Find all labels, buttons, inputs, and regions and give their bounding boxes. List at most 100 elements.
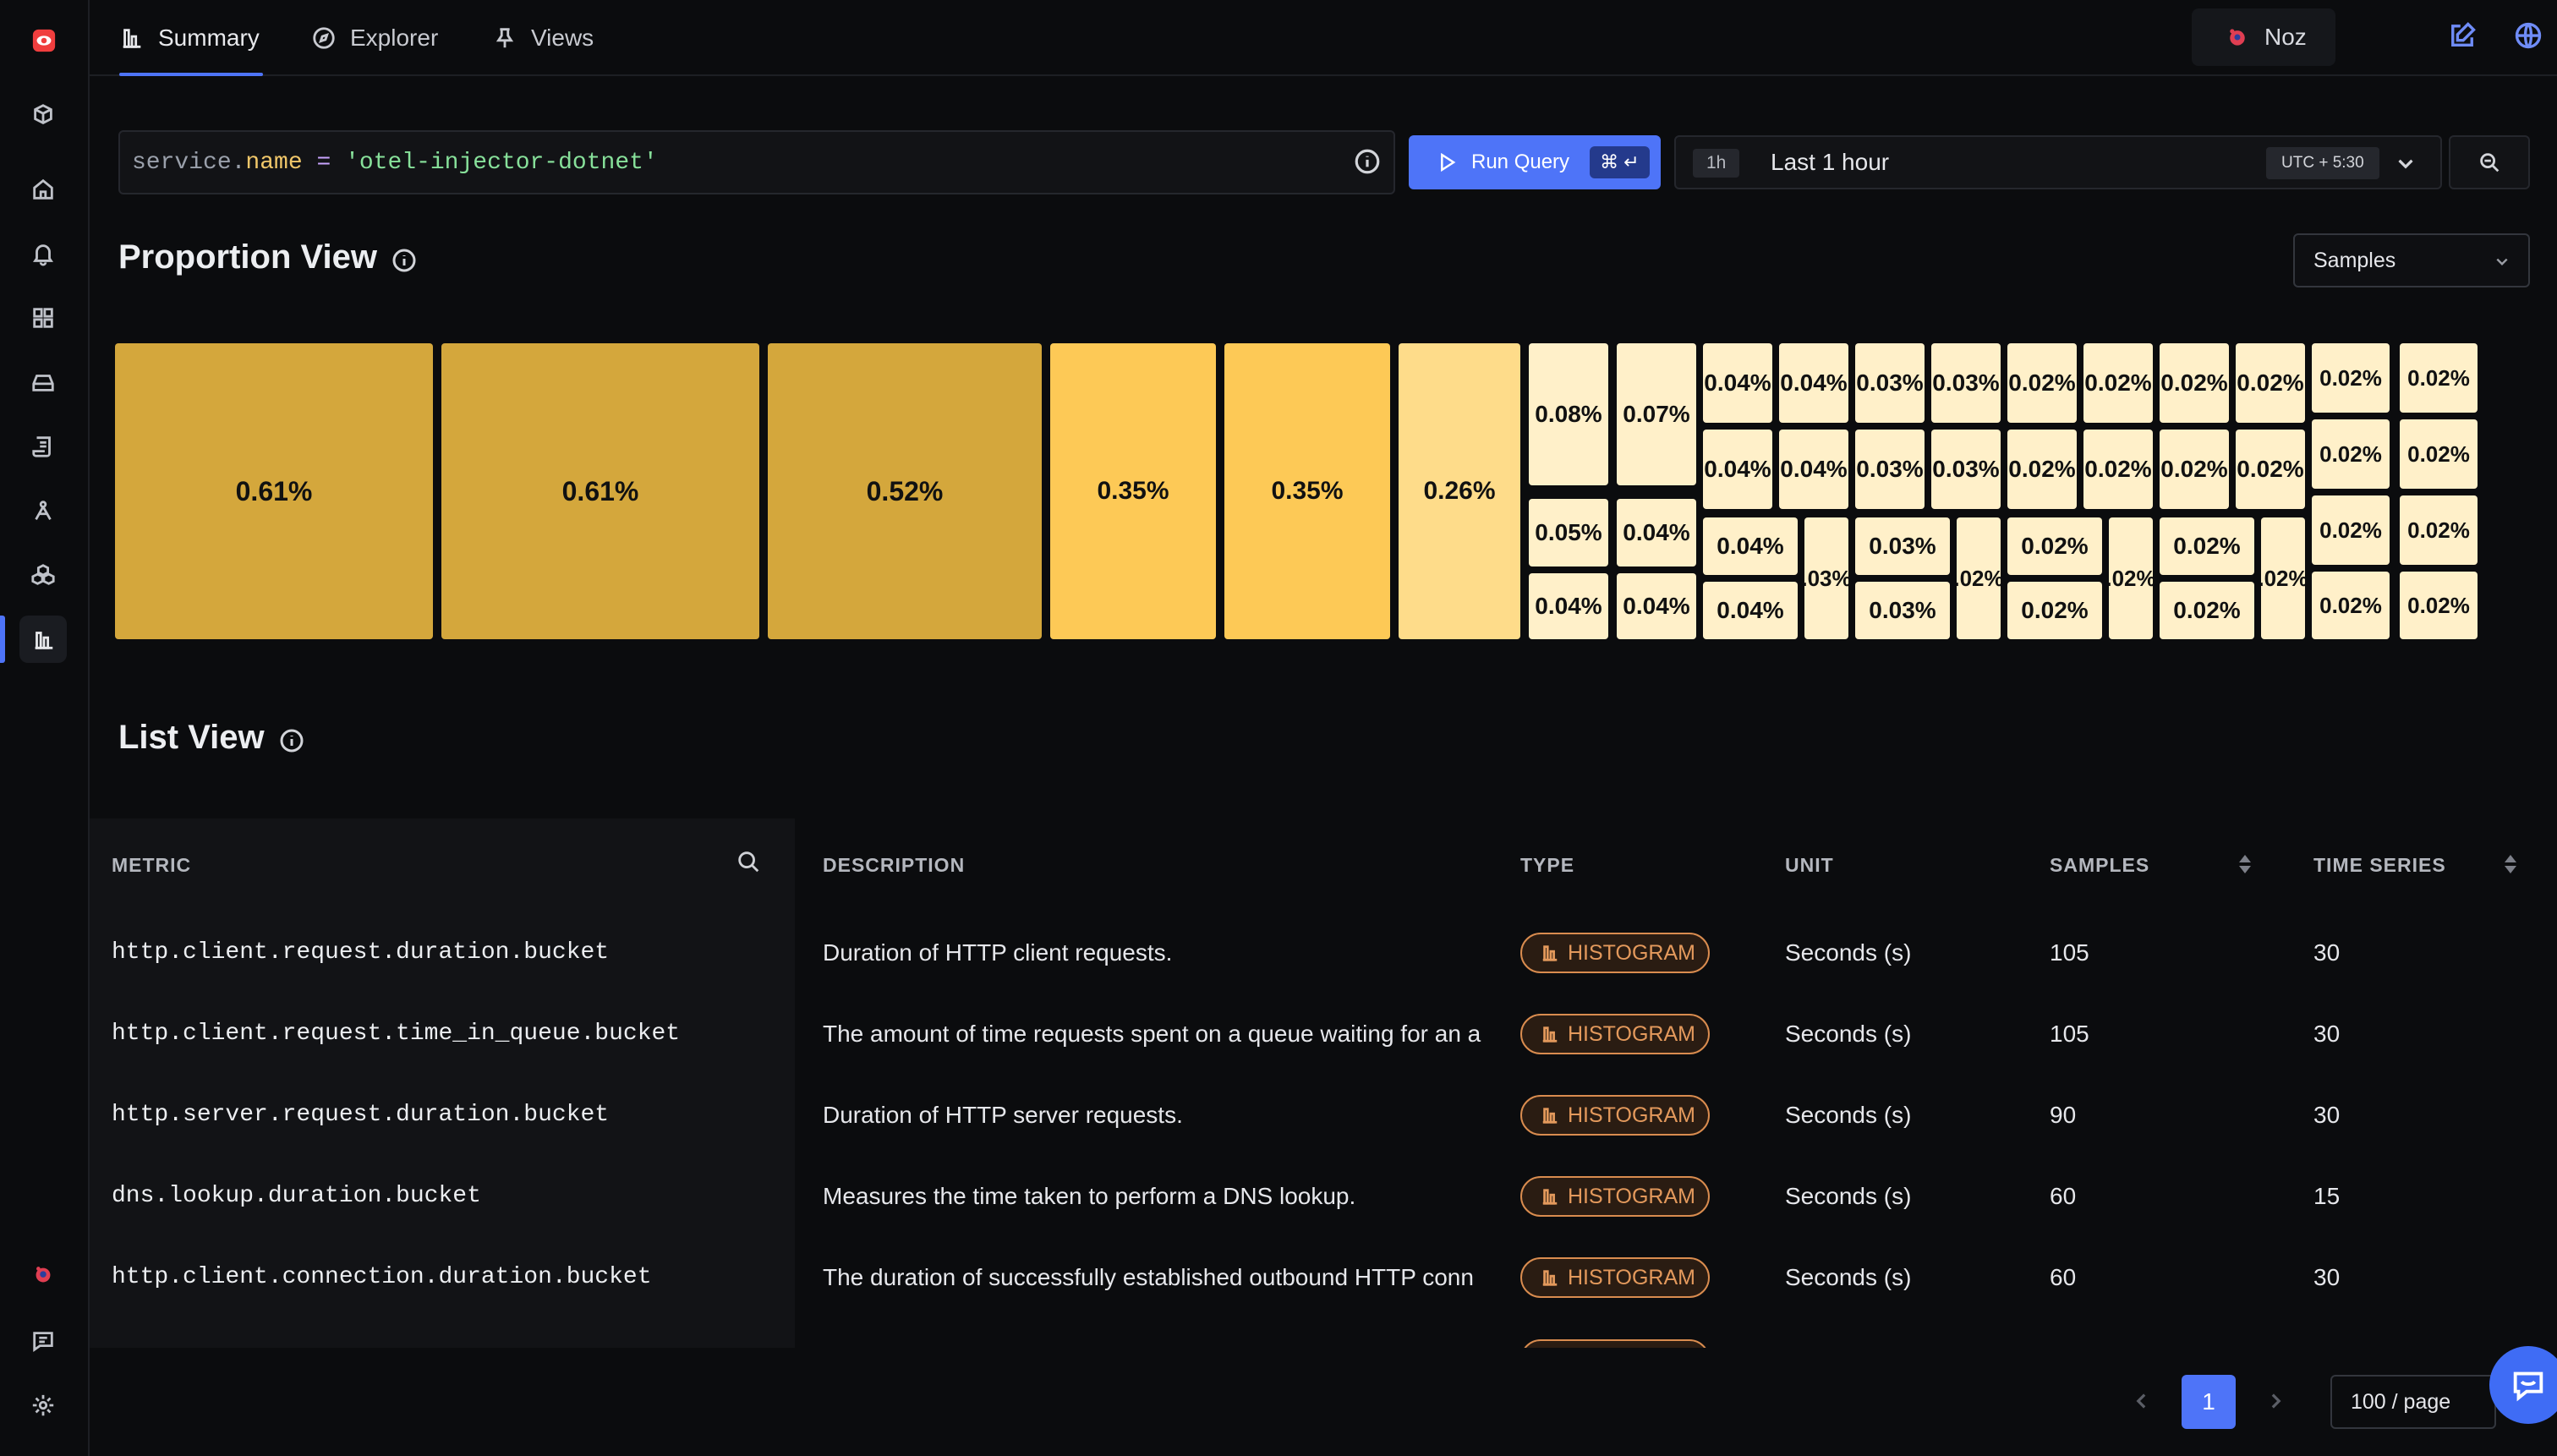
tab-explorer[interactable]: Explorer [311,0,438,76]
treemap-tile[interactable]: 0.04% [1779,430,1848,509]
treemap-tile[interactable]: 0.03% [1855,430,1925,509]
bar-chart-icon [1542,945,1558,961]
treemap-tile[interactable]: 0.02% [2400,343,2478,413]
info-icon[interactable] [391,247,418,274]
info-icon[interactable] [1353,147,1382,176]
treemap-tile[interactable]: .02% [1957,517,2001,639]
treemap-tile[interactable]: 0.26% [1399,343,1520,639]
treemap-tile[interactable]: 0.02% [2236,343,2305,423]
sidebar-item-dashboards[interactable] [19,294,67,342]
sidebar-item-integrations[interactable] [19,551,67,599]
treemap-tile[interactable]: 0.61% [115,343,433,639]
treemap-tile[interactable]: 0.61% [441,343,759,639]
logo-icon[interactable] [24,20,64,61]
edit-icon[interactable] [2447,20,2478,51]
metric-name[interactable]: http.server.request.duration.bucket [112,1102,610,1128]
user-name: Noz [2264,24,2307,50]
treemap-tile[interactable]: 0.07% [1617,343,1696,485]
info-icon[interactable] [278,727,305,754]
treemap-tile[interactable]: 0.02% [2236,430,2305,509]
treemap-tile[interactable]: 0.05% [1529,499,1608,567]
treemap-tile[interactable]: 0.02% [2083,430,2153,509]
sidebar-item-traces[interactable] [19,487,67,534]
treemap-tile[interactable]: 0.02% [2312,419,2390,489]
user-chip[interactable]: Noz [2192,8,2335,66]
treemap-tile[interactable]: 0.03% [1855,343,1925,423]
treemap-tile[interactable]: 0.04% [1703,430,1772,509]
treemap-tile[interactable]: 0.02% [2160,343,2229,423]
treemap-tile[interactable]: .02% [2261,517,2305,639]
treemap-tile[interactable]: 0.03% [1855,517,1950,575]
tab-summary[interactable]: Summary [119,0,260,76]
treemap-tile[interactable]: 0.02% [2007,430,2077,509]
proportion-metric-select[interactable]: Samples [2293,233,2530,287]
sidebar-item-home[interactable] [19,166,67,213]
treemap-tile[interactable]: 0.52% [768,343,1042,639]
zoom-search-button[interactable] [2449,135,2530,189]
timezone-badge[interactable]: UTC + 5:30 [2266,147,2379,179]
treemap-tile[interactable]: 0.02% [2007,582,2102,639]
treemap-tile[interactable]: .03% [1804,517,1848,639]
tab-views[interactable]: Views [492,0,594,76]
treemap-tile[interactable]: 0.04% [1703,343,1772,423]
treemap-tile[interactable]: 0.03% [1855,582,1950,639]
page-number-button[interactable]: 1 [2182,1375,2236,1429]
treemap-tile[interactable]: 0.02% [2400,495,2478,565]
treemap-tile[interactable]: 0.02% [2312,572,2390,639]
column-header-metric[interactable]: METRIC [112,854,192,876]
globe-icon[interactable] [2513,20,2543,51]
treemap-tile[interactable]: 0.02% [2312,495,2390,565]
sidebar-item-profile[interactable] [19,1251,67,1299]
treemap-tile[interactable]: 0.04% [1529,573,1608,639]
treemap-tile[interactable]: 0.08% [1529,343,1608,485]
time-range-label: Last 1 hour [1771,149,1890,175]
treemap-tile[interactable]: 0.02% [2160,582,2254,639]
treemap-tile[interactable]: 0.04% [1703,517,1798,575]
treemap-tile[interactable]: 0.03% [1931,343,2001,423]
treemap-tile[interactable]: 0.03% [1931,430,2001,509]
metric-name[interactable]: dns.lookup.duration.bucket [112,1183,481,1209]
sidebar-item-home-packages[interactable] [19,91,67,139]
sidebar-item-alerts[interactable] [19,230,67,277]
page-size-select[interactable]: 100 / page [2330,1375,2496,1429]
treemap-tile[interactable]: 0.02% [2400,572,2478,639]
route-icon [35,501,52,521]
pin-icon [496,28,514,48]
treemap-tile[interactable]: 0.35% [1224,343,1390,639]
run-query-button[interactable]: Run Query ⌘ ↵ [1409,135,1661,189]
metric-name[interactable]: http.client.request.time_in_queue.bucket [112,1021,681,1047]
treemap-tile[interactable]: 0.02% [2007,517,2102,575]
sidebar-item-metrics[interactable] [19,616,67,663]
next-page-icon[interactable] [2261,1387,2290,1415]
metric-name[interactable]: http.client.connection.duration.bucket [112,1264,652,1290]
treemap-tile[interactable]: 0.02% [2083,343,2153,423]
treemap-tile[interactable]: 0.02% [2400,419,2478,489]
treemap-tile[interactable]: 0.04% [1617,573,1696,639]
chevron-down-icon[interactable] [2391,149,2420,178]
search-icon[interactable] [736,849,761,874]
query-input[interactable]: service. name = 'otel-injector-dotnet' [118,130,1395,194]
column-header-time-series[interactable]: TIME SERIES [2313,854,2446,876]
treemap-tile[interactable]: 0.02% [2312,343,2390,413]
prev-page-icon[interactable] [2127,1387,2156,1415]
treemap-tile[interactable]: 0.04% [1617,499,1696,567]
sidebar-item-storage[interactable] [19,359,67,406]
treemap-tile[interactable]: .02% [2109,517,2153,639]
sort-icon[interactable] [2501,852,2520,876]
sidebar-item-logs[interactable] [19,423,67,470]
type-label: HISTOGRAM [1568,1021,1695,1046]
column-header-samples[interactable]: SAMPLES [2050,854,2150,876]
sort-icon[interactable] [2236,852,2254,876]
metric-name[interactable]: http.client.request.duration.bucket [112,939,610,966]
time-range-picker[interactable]: 1h Last 1 hour UTC + 5:30 [1674,135,2442,189]
treemap-tile[interactable]: 0.02% [2160,430,2229,509]
chat-support-button[interactable] [2489,1346,2557,1424]
treemap-tile[interactable]: 0.35% [1050,343,1216,639]
treemap-tile[interactable]: 0.02% [2160,517,2254,575]
sidebar-item-settings[interactable] [19,1382,67,1429]
treemap-tile[interactable]: 0.02% [2007,343,2077,423]
treemap-tile[interactable]: 0.04% [1703,582,1798,639]
treemap-tile[interactable]: 0.04% [1779,343,1848,423]
bar-chart-icon [123,29,141,48]
sidebar-item-support[interactable] [19,1317,67,1365]
